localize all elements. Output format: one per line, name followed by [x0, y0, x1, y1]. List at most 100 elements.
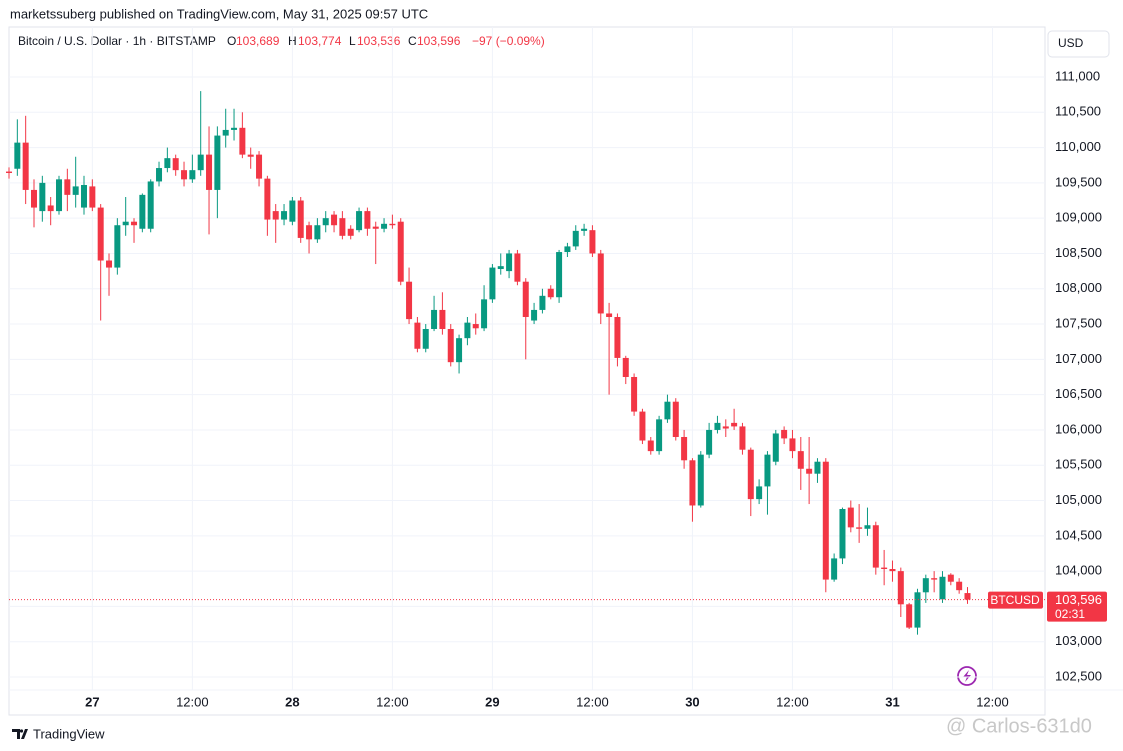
candle-body	[472, 324, 479, 329]
candle-body	[197, 154, 204, 171]
candle-body	[706, 429, 713, 455]
candle-body	[522, 281, 529, 317]
legend-key: C	[408, 34, 417, 48]
price-tag	[1047, 591, 1107, 622]
y-tick-label: 104,500	[1055, 527, 1102, 542]
candle-body	[231, 127, 238, 130]
candle-body	[947, 574, 954, 582]
x-tick-label: 12:00	[376, 694, 409, 709]
currency[interactable]: USD	[1058, 36, 1084, 50]
candle-body	[764, 454, 771, 487]
candle-body	[614, 316, 621, 358]
x-tick-label: 31	[885, 694, 899, 709]
currency-button[interactable]	[1047, 30, 1110, 58]
candle-body	[672, 401, 679, 437]
candle-body	[481, 299, 488, 329]
candle-body	[256, 154, 263, 179]
candle-body	[122, 221, 129, 226]
candle-body	[897, 571, 904, 605]
legend-value: 103,536	[357, 34, 401, 48]
logo-dot	[19, 729, 24, 733]
candle-body	[881, 567, 888, 570]
candle-body	[581, 228, 588, 231]
candle-body	[789, 438, 796, 452]
candle-body	[181, 170, 188, 180]
icon-bolt[interactable]	[963, 670, 971, 682]
candle-body	[931, 578, 938, 580]
y-tick-label: 104,000	[1055, 563, 1102, 578]
candle-body	[531, 309, 538, 321]
price-tag-value: 103,596	[1055, 592, 1102, 607]
y-tick-label: 110,000	[1055, 139, 1101, 154]
candle-body	[89, 186, 96, 208]
candle-body	[64, 179, 71, 195]
symbol: Bitcoin / U.S. Dollar · 1h · BITSTAMP	[18, 34, 216, 48]
candle-body	[456, 338, 463, 363]
candle-body	[306, 225, 313, 240]
candle-body	[322, 218, 329, 226]
candle-body	[747, 449, 754, 500]
y-tick-label: 109,000	[1055, 210, 1102, 225]
x-tick-label: 12:00	[576, 694, 609, 709]
candle-body	[956, 581, 963, 591]
candle-body	[856, 527, 863, 529]
candle-body	[297, 200, 304, 238]
x-tick-label: 30	[685, 694, 699, 709]
candle-body	[839, 509, 846, 559]
footer: TradingView	[33, 726, 105, 741]
candle-body	[39, 182, 46, 212]
candles	[5, 91, 971, 635]
candle-body	[631, 376, 638, 412]
candle-body	[131, 221, 138, 226]
y-tick-label: 108,500	[1055, 245, 1102, 260]
candle-body	[847, 507, 854, 528]
logo	[12, 729, 28, 739]
candle-body	[389, 223, 396, 226]
candle-body	[347, 228, 354, 236]
candle-body	[331, 214, 338, 226]
y-tick-label: 106,500	[1055, 386, 1102, 401]
candle-body	[597, 253, 604, 314]
candle-body	[572, 230, 579, 247]
candle-body	[739, 426, 746, 450]
candle-body	[639, 411, 646, 441]
candle-body	[722, 426, 729, 429]
candle-body	[806, 468, 813, 474]
legend-value: 103,689	[236, 34, 280, 48]
x-tick-label: 12:00	[176, 694, 209, 709]
candle-body	[497, 266, 504, 269]
candle-body	[56, 179, 63, 212]
y-tick-label: 107,000	[1055, 351, 1102, 366]
candle-body	[239, 127, 246, 155]
candle-body	[264, 178, 271, 220]
legend-key: O	[227, 34, 236, 48]
y-tick-label: 107,500	[1055, 315, 1102, 330]
candle-body	[622, 357, 629, 377]
candle-body	[206, 154, 213, 190]
candle-body	[414, 322, 421, 349]
candle-body	[22, 142, 29, 190]
candle-body	[422, 328, 429, 349]
candle-body	[439, 309, 446, 329]
candle-body	[756, 486, 763, 500]
y-tick-label: 102,500	[1055, 668, 1102, 683]
candle-body	[106, 260, 113, 268]
candle-body	[281, 211, 288, 220]
candle-body	[589, 230, 596, 254]
candle-body	[164, 158, 171, 169]
symbol-tag-text: BTCUSD	[990, 593, 1040, 607]
candle-body	[606, 313, 613, 317]
icon-ring[interactable]	[957, 666, 977, 686]
candle-body	[681, 436, 688, 461]
candle-body	[406, 281, 413, 320]
candle-body	[814, 461, 821, 474]
candle-body	[731, 422, 738, 427]
y-tick-label: 110,500	[1055, 104, 1101, 119]
replay-icon[interactable]	[957, 666, 977, 686]
candle-body	[114, 225, 121, 268]
x-tick-label: 27	[85, 694, 99, 709]
legend-value: 103,774	[298, 34, 342, 48]
candle-body	[72, 186, 79, 195]
candle-body	[81, 184, 88, 208]
